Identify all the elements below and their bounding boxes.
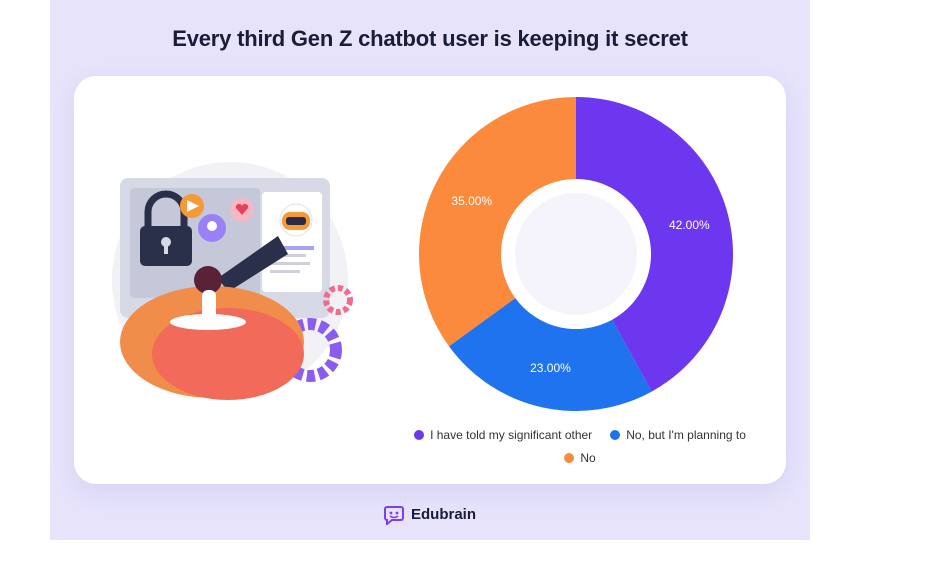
chart-legend: I have told my significant other No, but…: [380, 428, 780, 474]
pie-slice: [448, 298, 652, 411]
chat-bubble-face-icon: [384, 506, 404, 525]
legend-label: No: [580, 451, 596, 465]
donut-inner-ring: [501, 179, 651, 329]
legend-label: I have told my significant other: [430, 428, 593, 442]
legend-item-planning: No, but I'm planning to: [610, 428, 746, 442]
legend-item-no: No: [564, 451, 596, 465]
legend-swatch: [414, 430, 425, 440]
pie-slice: [576, 97, 734, 392]
brand-name: Edubrain: [411, 505, 477, 523]
pie-slice: [418, 97, 576, 347]
page-title: Every third Gen Z chatbot user is keepin…: [172, 26, 688, 51]
slice-data-label: 42.00%: [669, 218, 710, 232]
donut-hole: [515, 193, 637, 315]
slice-data-label: 23.00%: [530, 361, 571, 375]
legend-label: No, but I'm planning to: [626, 428, 746, 442]
legend-item-told: I have told my significant other: [414, 428, 592, 442]
person-telescope-illustration: [112, 162, 353, 400]
legend-swatch: [564, 453, 575, 463]
brand-logo: Edubrain: [383, 503, 476, 525]
donut-chart: 42.00% 23.00% 35.00%: [418, 97, 734, 411]
slice-data-label: 35.00%: [451, 194, 492, 208]
legend-swatch: [610, 430, 621, 440]
